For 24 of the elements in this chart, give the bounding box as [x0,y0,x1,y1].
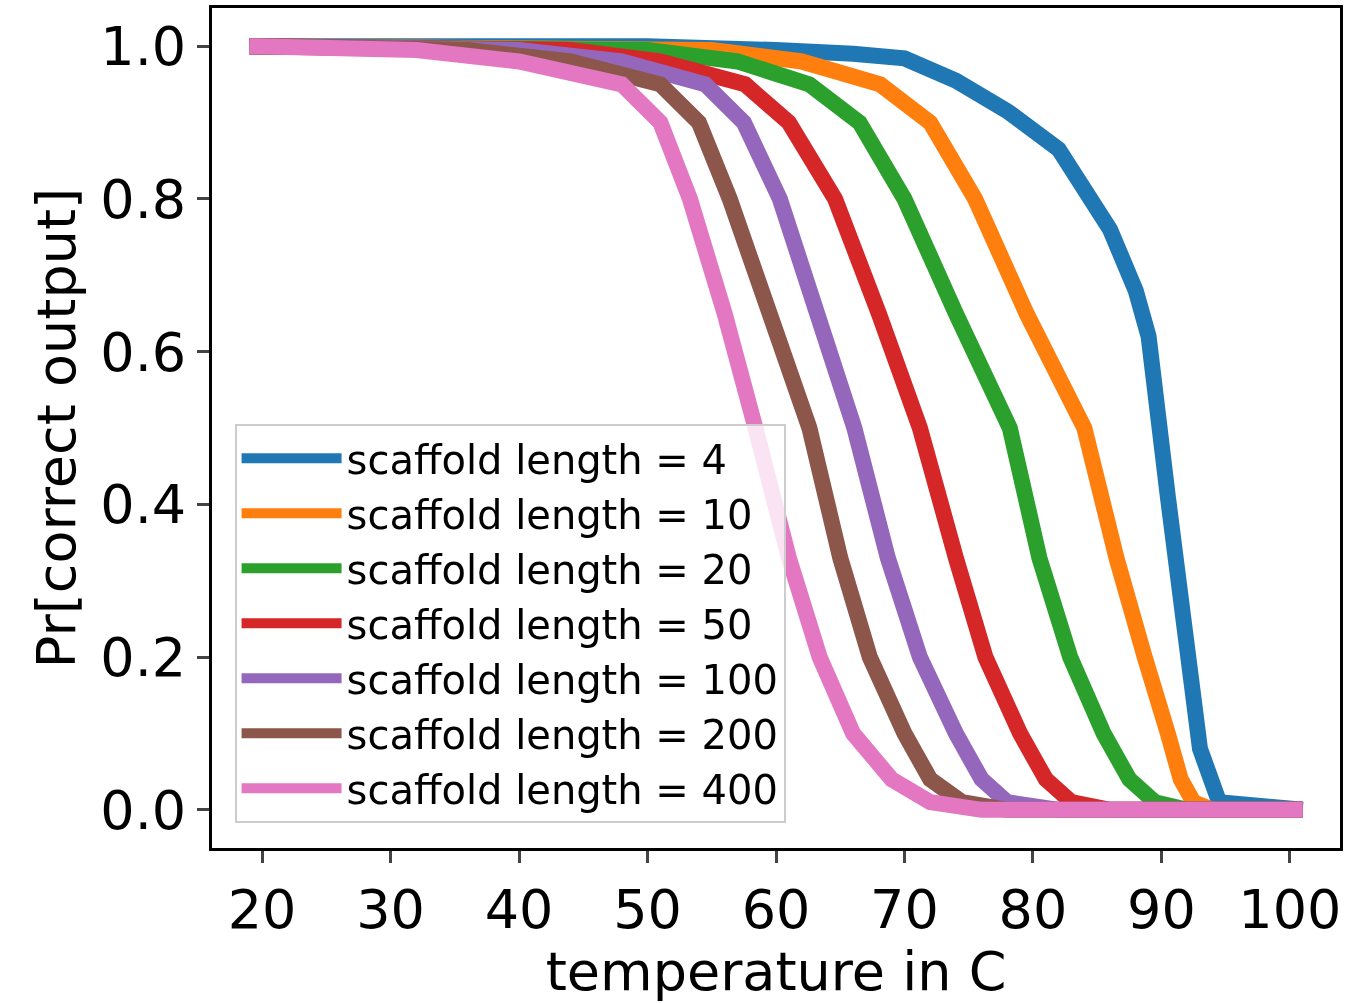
legend-label: scaffold length = 10 [346,491,753,538]
legend-label: scaffold length = 20 [346,546,753,593]
x-tick-label: 60 [741,877,811,941]
x-tick-label: 30 [356,877,425,941]
legend-label: scaffold length = 400 [346,766,778,813]
y-tick-label: 1.0 [100,15,187,79]
y-tick-label: 0.2 [100,625,187,689]
x-tick-label: 100 [1238,877,1342,941]
y-tick-label: 0.6 [100,320,187,384]
y-tick-label: 0.8 [100,167,187,231]
y-tick-label: 0.4 [100,473,187,537]
x-tick-label: 90 [1127,877,1196,941]
x-tick-label: 70 [870,877,939,941]
legend-label: scaffold length = 100 [346,656,778,703]
x-tick-label: 80 [998,877,1068,941]
x-tick-label: 50 [613,877,682,941]
legend-label: scaffold length = 200 [346,711,778,758]
legend-label: scaffold length = 4 [346,436,728,483]
y-tick-label: 0.0 [100,778,187,842]
x-axis-title: temperature in C [545,940,1007,1003]
legend-label: scaffold length = 50 [346,601,753,648]
y-axis-title: Pr[correct output] [24,187,88,669]
x-tick-label: 40 [484,877,554,941]
x-tick-label: 20 [227,877,297,941]
